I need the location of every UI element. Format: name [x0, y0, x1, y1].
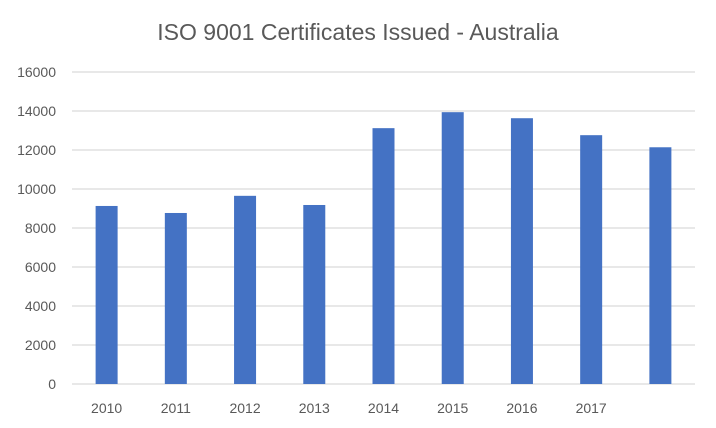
y-axis-ticks: 0 2000 4000 6000 8000 10000 12000 14000 16000 — [17, 64, 56, 392]
x-tick-label: 2010 — [91, 400, 122, 416]
bars — [95, 112, 672, 385]
y-tick-label: 8000 — [25, 220, 56, 236]
x-tick-label: 2015 — [437, 400, 468, 416]
bar-2012 — [234, 195, 257, 384]
x-tick-label: 2011 — [161, 400, 191, 416]
bar-2013 — [303, 204, 326, 384]
x-tick-label: 2014 — [368, 400, 399, 416]
x-axis-ticks: 2010 2011 2012 2013 2014 2015 2016 2017 — [91, 400, 607, 416]
bar-2017 — [580, 135, 603, 384]
chart-title: ISO 9001 Certificates Issued - Australia — [157, 19, 559, 45]
y-tick-label: 6000 — [25, 259, 56, 275]
x-tick-label: 2013 — [299, 400, 330, 416]
y-tick-label: 14000 — [17, 103, 56, 119]
y-tick-label: 0 — [48, 376, 56, 392]
x-tick-label: 2012 — [229, 400, 260, 416]
y-tick-label: 2000 — [25, 337, 56, 353]
y-tick-label: 10000 — [17, 181, 56, 197]
bar-2015 — [441, 112, 464, 385]
bar-category-9 — [649, 147, 672, 384]
y-tick-label: 12000 — [17, 142, 56, 158]
bar-2016 — [510, 118, 533, 384]
y-tick-label: 4000 — [25, 298, 56, 314]
y-tick-label: 16000 — [17, 64, 56, 80]
bar-2014 — [372, 128, 395, 384]
bar-2010 — [95, 205, 118, 384]
x-tick-label: 2016 — [506, 400, 537, 416]
bar-2011 — [164, 212, 187, 384]
x-tick-label: 2017 — [576, 400, 607, 416]
